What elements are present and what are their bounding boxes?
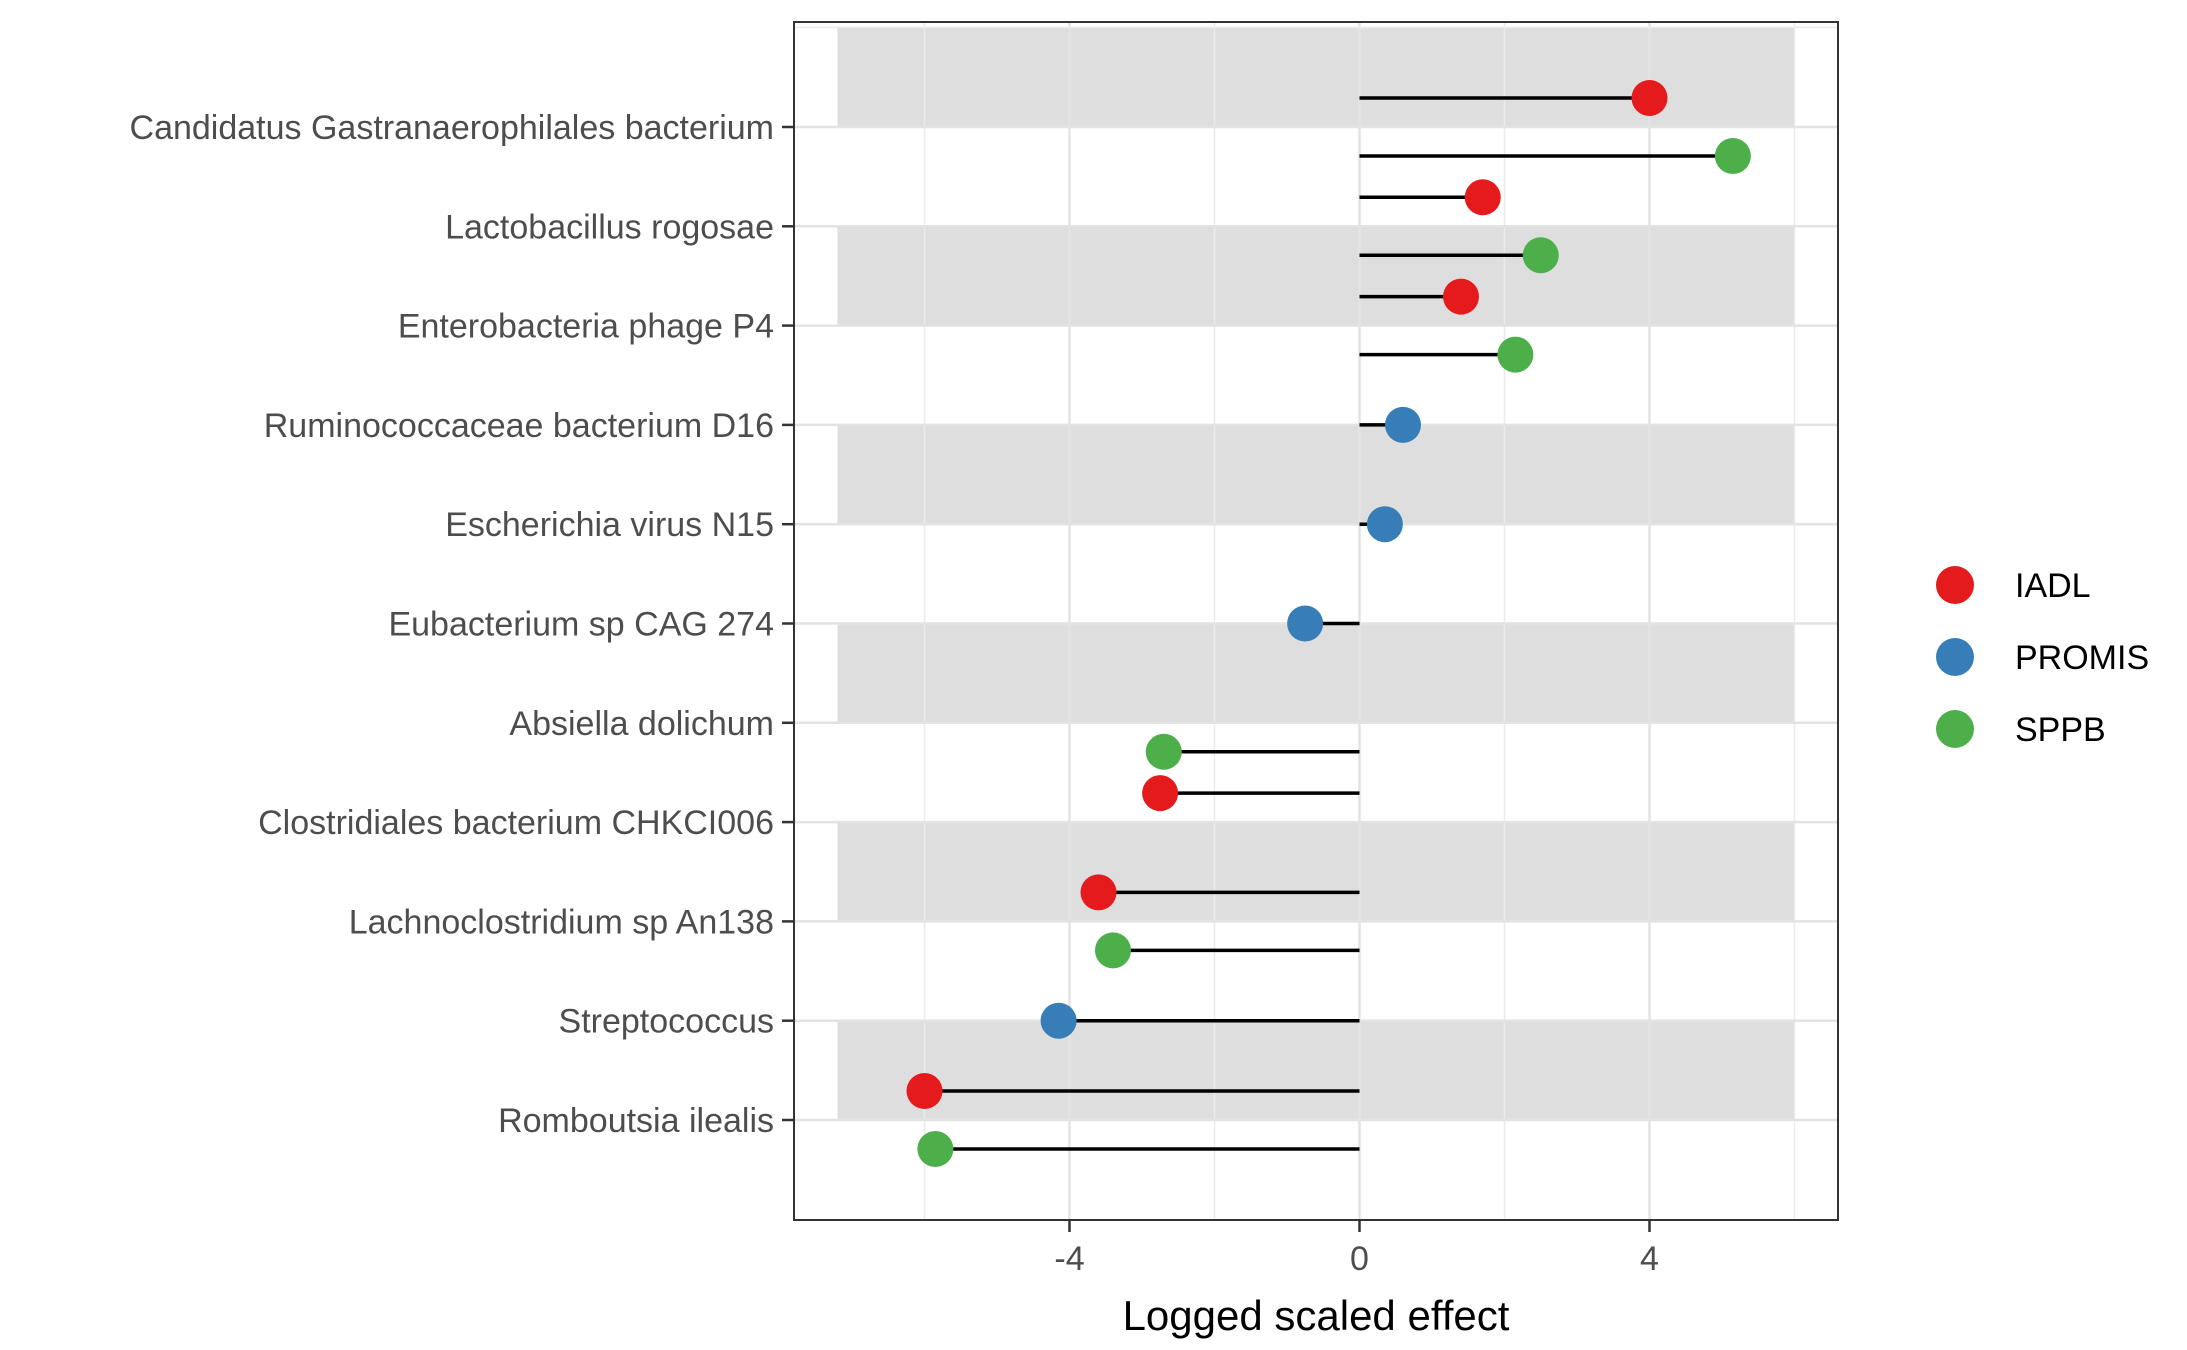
lollipop-points: [906, 80, 1751, 1167]
row-bands: [837, 27, 1795, 1120]
y-tick-label: Lactobacillus rogosae: [445, 208, 774, 246]
row-band: [837, 225, 1795, 326]
point-sppb: [1522, 237, 1559, 274]
x-axis-title: Logged scaled effect: [1123, 1292, 1510, 1339]
row-band: [837, 424, 1795, 524]
point-iadl: [906, 1073, 943, 1109]
point-iadl: [1464, 179, 1501, 216]
row-band: [837, 623, 1795, 723]
x-tick-label: 0: [1350, 1240, 1369, 1278]
panel-border: [793, 21, 1839, 1221]
legend-label-iadl: IADL: [2015, 567, 2091, 605]
y-tick-label: Eubacterium sp CAG 274: [388, 606, 774, 644]
point-promis: [1287, 605, 1324, 642]
x-axis: -4 0 4: [1054, 1220, 1659, 1278]
point-promis: [1040, 1002, 1077, 1039]
grid-lines: [794, 22, 1838, 1220]
legend-key-sppb: [1936, 710, 1974, 748]
point-iadl: [1080, 874, 1117, 911]
point-sppb: [1145, 733, 1182, 770]
y-tick-label: Absiella dolichum: [509, 705, 774, 743]
legend-label-sppb: SPPB: [2015, 711, 2106, 749]
point-iadl: [1443, 278, 1479, 315]
y-tick-label: Candidatus Gastranaerophilales bacterium: [130, 109, 774, 147]
point-iadl: [1142, 775, 1179, 812]
y-tick-label: Escherichia virus N15: [445, 506, 774, 544]
x-tick-label: -4: [1054, 1240, 1084, 1278]
x-tick-label: 4: [1640, 1240, 1659, 1278]
y-tick-label: Romboutsia ilealis: [498, 1102, 774, 1140]
legend-key-promis: [1936, 638, 1974, 676]
point-sppb: [1714, 138, 1751, 174]
y-tick-label: Clostridiales bacterium CHKCI006: [258, 804, 774, 842]
point-sppb: [917, 1131, 954, 1167]
y-tick-label: Enterobacteria phage P4: [398, 308, 774, 346]
row-band: [837, 821, 1795, 922]
point-sppb: [1095, 932, 1131, 969]
legend-key-iadl: [1936, 566, 1974, 604]
row-band: [837, 27, 1795, 127]
y-tick-label: Lachnoclostridium sp An138: [349, 903, 774, 941]
point-sppb: [1497, 336, 1534, 373]
row-band: [837, 1020, 1795, 1120]
point-iadl: [1631, 80, 1668, 116]
legend: IADL PROMIS SPPB: [1936, 566, 2149, 749]
y-tick-label: Ruminococcaceae bacterium D16: [264, 407, 774, 445]
legend-label-promis: PROMIS: [2015, 639, 2149, 677]
point-promis: [1385, 406, 1421, 443]
point-promis: [1366, 506, 1403, 543]
y-tick-label: Streptococcus: [559, 1003, 774, 1041]
y-axis: Candidatus Gastranaerophilales bacterium…: [130, 109, 794, 1140]
